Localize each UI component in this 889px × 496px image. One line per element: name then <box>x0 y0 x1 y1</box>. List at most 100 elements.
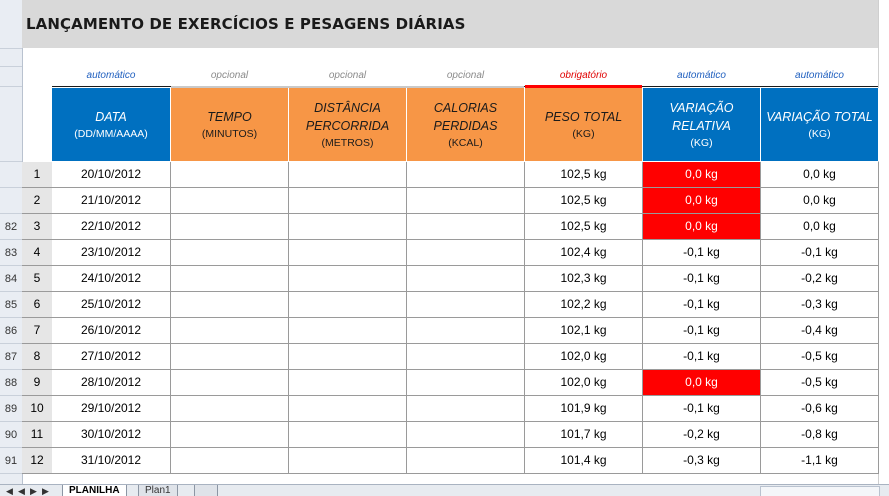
tempo-cell[interactable] <box>171 162 289 188</box>
var-rel-cell[interactable]: -0,1 kg <box>643 240 761 266</box>
col-header-var-rel[interactable]: VARIAÇÃO RELATIVA (KG) <box>643 88 761 161</box>
var-rel-cell[interactable]: 0,0 kg <box>643 214 761 240</box>
var-rel-cell[interactable]: -0,2 kg <box>643 422 761 448</box>
date-cell[interactable]: 24/10/2012 <box>52 266 171 292</box>
var-tot-cell[interactable]: -0,5 kg <box>761 370 879 396</box>
col-header-data[interactable]: DATA (DD/MM/AAAA) <box>52 88 171 161</box>
peso-cell[interactable]: 102,3 kg <box>525 266 643 292</box>
peso-cell[interactable]: 102,0 kg <box>525 344 643 370</box>
calorias-cell[interactable] <box>407 240 525 266</box>
date-cell[interactable]: 23/10/2012 <box>52 240 171 266</box>
tempo-cell[interactable] <box>171 422 289 448</box>
row-number-cell[interactable]: 6 <box>22 292 53 318</box>
tempo-cell[interactable] <box>171 240 289 266</box>
row-header[interactable]: 83 <box>0 240 22 266</box>
tempo-cell[interactable] <box>171 292 289 318</box>
tempo-cell[interactable] <box>171 318 289 344</box>
row-number-cell[interactable]: 8 <box>22 344 53 370</box>
date-cell[interactable]: 22/10/2012 <box>52 214 171 240</box>
var-tot-cell[interactable]: -0,8 kg <box>761 422 879 448</box>
calorias-cell[interactable] <box>407 214 525 240</box>
col-header-calorias[interactable]: CALORIAS PERDIDAS (KCAL) <box>407 88 525 161</box>
var-tot-cell[interactable]: 0,0 kg <box>761 214 879 240</box>
sheet-tab-plan1[interactable]: Plan1 <box>138 485 178 496</box>
distancia-cell[interactable] <box>289 188 407 214</box>
tempo-cell[interactable] <box>171 396 289 422</box>
var-rel-cell[interactable]: -0,1 kg <box>643 318 761 344</box>
first-sheet-icon[interactable]: ◀ <box>6 486 13 496</box>
var-rel-cell[interactable]: 0,0 kg <box>643 188 761 214</box>
var-rel-cell[interactable]: -0,1 kg <box>643 396 761 422</box>
col-header-var-tot[interactable]: VARIAÇÃO TOTAL (KG) <box>761 88 879 161</box>
peso-cell[interactable]: 102,1 kg <box>525 318 643 344</box>
date-cell[interactable]: 21/10/2012 <box>52 188 171 214</box>
date-cell[interactable]: 28/10/2012 <box>52 370 171 396</box>
peso-cell[interactable]: 102,5 kg <box>525 162 643 188</box>
date-cell[interactable]: 25/10/2012 <box>52 292 171 318</box>
horizontal-scrollbar[interactable] <box>760 486 880 496</box>
var-tot-cell[interactable]: 0,0 kg <box>761 162 879 188</box>
peso-cell[interactable]: 102,5 kg <box>525 214 643 240</box>
calorias-cell[interactable] <box>407 448 525 474</box>
row-number-cell[interactable]: 3 <box>22 214 53 240</box>
calorias-cell[interactable] <box>407 318 525 344</box>
var-rel-cell[interactable]: 0,0 kg <box>643 162 761 188</box>
var-rel-cell[interactable]: -0,1 kg <box>643 292 761 318</box>
row-header[interactable]: 84 <box>0 266 22 292</box>
peso-cell[interactable]: 101,4 kg <box>525 448 643 474</box>
peso-cell[interactable]: 102,2 kg <box>525 292 643 318</box>
row-number-cell[interactable]: 12 <box>22 448 53 474</box>
var-tot-cell[interactable]: -0,1 kg <box>761 240 879 266</box>
calorias-cell[interactable] <box>407 292 525 318</box>
distancia-cell[interactable] <box>289 448 407 474</box>
distancia-cell[interactable] <box>289 240 407 266</box>
row-number-cell[interactable]: 10 <box>22 396 53 422</box>
distancia-cell[interactable] <box>289 422 407 448</box>
col-header-tempo[interactable]: TEMPO (MINUTOS) <box>171 88 289 161</box>
tempo-cell[interactable] <box>171 214 289 240</box>
peso-cell[interactable]: 102,4 kg <box>525 240 643 266</box>
calorias-cell[interactable] <box>407 422 525 448</box>
peso-cell[interactable]: 102,5 kg <box>525 188 643 214</box>
date-cell[interactable]: 26/10/2012 <box>52 318 171 344</box>
tempo-cell[interactable] <box>171 448 289 474</box>
var-tot-cell[interactable]: -0,2 kg <box>761 266 879 292</box>
prev-sheet-icon[interactable]: ◀ <box>18 486 25 496</box>
calorias-cell[interactable] <box>407 162 525 188</box>
row-header[interactable]: 87 <box>0 344 22 370</box>
peso-cell[interactable]: 102,0 kg <box>525 370 643 396</box>
date-cell[interactable]: 27/10/2012 <box>52 344 171 370</box>
date-cell[interactable]: 31/10/2012 <box>52 448 171 474</box>
var-tot-cell[interactable]: -1,1 kg <box>761 448 879 474</box>
date-cell[interactable]: 20/10/2012 <box>52 162 171 188</box>
tempo-cell[interactable] <box>171 188 289 214</box>
row-header[interactable]: 88 <box>0 370 22 396</box>
var-rel-cell[interactable]: -0,1 kg <box>643 344 761 370</box>
row-number-cell[interactable]: 11 <box>22 422 53 448</box>
var-rel-cell[interactable]: -0,1 kg <box>643 266 761 292</box>
col-header-distancia[interactable]: DISTÂNCIA PERCORRIDA (METROS) <box>289 88 407 161</box>
peso-cell[interactable]: 101,7 kg <box>525 422 643 448</box>
row-number-cell[interactable]: 1 <box>22 162 53 188</box>
row-header[interactable]: 91 <box>0 448 22 474</box>
tempo-cell[interactable] <box>171 370 289 396</box>
row-number-cell[interactable]: 2 <box>22 188 53 214</box>
distancia-cell[interactable] <box>289 396 407 422</box>
calorias-cell[interactable] <box>407 344 525 370</box>
date-cell[interactable]: 30/10/2012 <box>52 422 171 448</box>
tempo-cell[interactable] <box>171 266 289 292</box>
var-tot-cell[interactable]: -0,3 kg <box>761 292 879 318</box>
row-number-cell[interactable]: 9 <box>22 370 53 396</box>
calorias-cell[interactable] <box>407 188 525 214</box>
sheet-tab-planilha[interactable]: PLANILHA <box>62 485 127 496</box>
insert-sheet-icon[interactable] <box>194 485 218 496</box>
tempo-cell[interactable] <box>171 344 289 370</box>
col-header-peso[interactable]: PESO TOTAL (KG) <box>525 88 643 161</box>
last-sheet-icon[interactable]: ▶ <box>42 486 49 496</box>
distancia-cell[interactable] <box>289 214 407 240</box>
distancia-cell[interactable] <box>289 266 407 292</box>
row-number-cell[interactable]: 5 <box>22 266 53 292</box>
row-number-cell[interactable]: 4 <box>22 240 53 266</box>
calorias-cell[interactable] <box>407 266 525 292</box>
distancia-cell[interactable] <box>289 318 407 344</box>
